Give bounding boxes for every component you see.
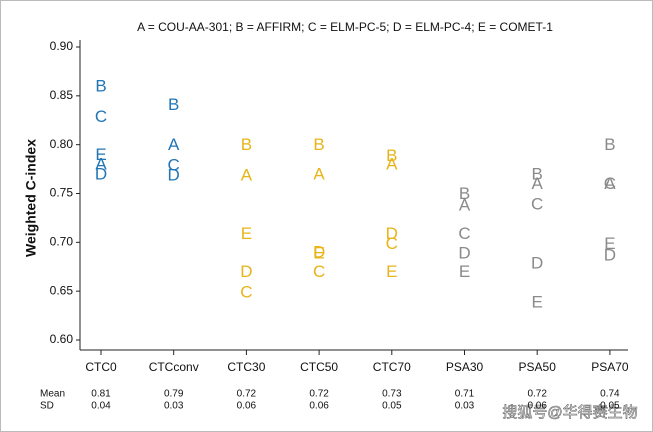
- x-tick-label: CTC50: [300, 360, 338, 374]
- letter-point: A: [168, 135, 180, 154]
- letter-point: D: [386, 224, 398, 243]
- x-tick-label: PSA70: [591, 360, 629, 374]
- sd-value: 0.03: [164, 401, 184, 412]
- x-tick-label: PSA50: [519, 360, 557, 374]
- letter-point: A: [241, 165, 253, 184]
- letter-point: E: [95, 145, 106, 164]
- sd-value: 0.06: [527, 401, 547, 412]
- letter-point: B: [459, 184, 470, 203]
- x-tick-label: PSA30: [446, 360, 484, 374]
- letter-point: A: [386, 155, 398, 174]
- letter-point: D: [458, 244, 470, 263]
- mean-value: 0.73: [382, 389, 402, 400]
- sd-value: 0.06: [237, 401, 257, 412]
- letter-point: D: [168, 165, 180, 184]
- letter-point: C: [240, 283, 252, 302]
- y-axis-label: Weighted C-index: [23, 139, 39, 257]
- letter-point: D: [240, 262, 252, 281]
- y-tick-label: 0.65: [50, 283, 74, 297]
- letter-point: B: [241, 135, 252, 154]
- letter-point: D: [531, 253, 543, 272]
- mean-value: 0.72: [527, 389, 547, 400]
- sd-value: 0.04: [91, 401, 111, 412]
- mean-value: 0.79: [164, 389, 184, 400]
- y-tick-label: 0.80: [50, 137, 74, 151]
- letter-point: C: [386, 234, 398, 253]
- sd-value: 0.06: [309, 401, 329, 412]
- letter-point: A: [95, 155, 107, 174]
- letter-point: B: [386, 146, 397, 165]
- letter-point: B: [313, 135, 324, 154]
- y-tick-label: 0.75: [50, 186, 74, 200]
- mean-value: 0.72: [309, 389, 329, 400]
- letter-point: C: [95, 107, 107, 126]
- mean-value: 0.71: [455, 389, 475, 400]
- mean-value: 0.72: [237, 389, 257, 400]
- mean-value: 0.74: [600, 389, 620, 400]
- sd-value: 0.05: [600, 401, 620, 412]
- y-tick-label: 0.90: [50, 39, 74, 53]
- y-tick-label: 0.70: [50, 235, 74, 249]
- letter-point: A: [313, 164, 325, 183]
- x-tick-label: CTC30: [227, 360, 265, 374]
- y-tick-label: 0.60: [50, 332, 74, 346]
- letter-point: A: [532, 174, 544, 193]
- sd-value: 0.05: [382, 401, 402, 412]
- letter-point: B: [168, 95, 179, 114]
- mean-value: 0.81: [91, 389, 111, 400]
- letter-point: C: [313, 262, 325, 281]
- letter-point: C: [458, 224, 470, 243]
- y-tick-label: 0.85: [50, 88, 74, 102]
- letter-point: C: [531, 195, 543, 214]
- letter-point: C: [604, 174, 616, 193]
- x-tick-label: CTC70: [373, 360, 411, 374]
- x-tick-label: CTC0: [85, 360, 117, 374]
- letter-point: E: [532, 292, 543, 311]
- letter-point: A: [459, 196, 471, 215]
- letter-point: E: [459, 262, 470, 281]
- letter-point: C: [168, 156, 180, 175]
- letter-point: E: [313, 244, 324, 263]
- letter-point: E: [241, 224, 252, 243]
- mean-label: Mean: [40, 389, 65, 400]
- sd-label: SD: [40, 401, 54, 412]
- letter-point: B: [95, 77, 106, 96]
- watermark: 搜狐号@华得赛生物: [502, 404, 637, 421]
- letter-point: E: [386, 262, 397, 281]
- x-tick-label: CTCconv: [149, 360, 199, 374]
- letter-point: D: [604, 245, 616, 264]
- sd-value: 0.03: [455, 401, 475, 412]
- legend-text: A = COU-AA-301; B = AFFIRM; C = ELM-PC-5…: [137, 20, 553, 34]
- letter-point: B: [532, 164, 543, 183]
- letter-point: D: [313, 243, 325, 262]
- letter-point: B: [604, 135, 615, 154]
- letter-point: A: [604, 174, 616, 193]
- letter-point: E: [604, 234, 615, 253]
- letter-point: D: [95, 164, 107, 183]
